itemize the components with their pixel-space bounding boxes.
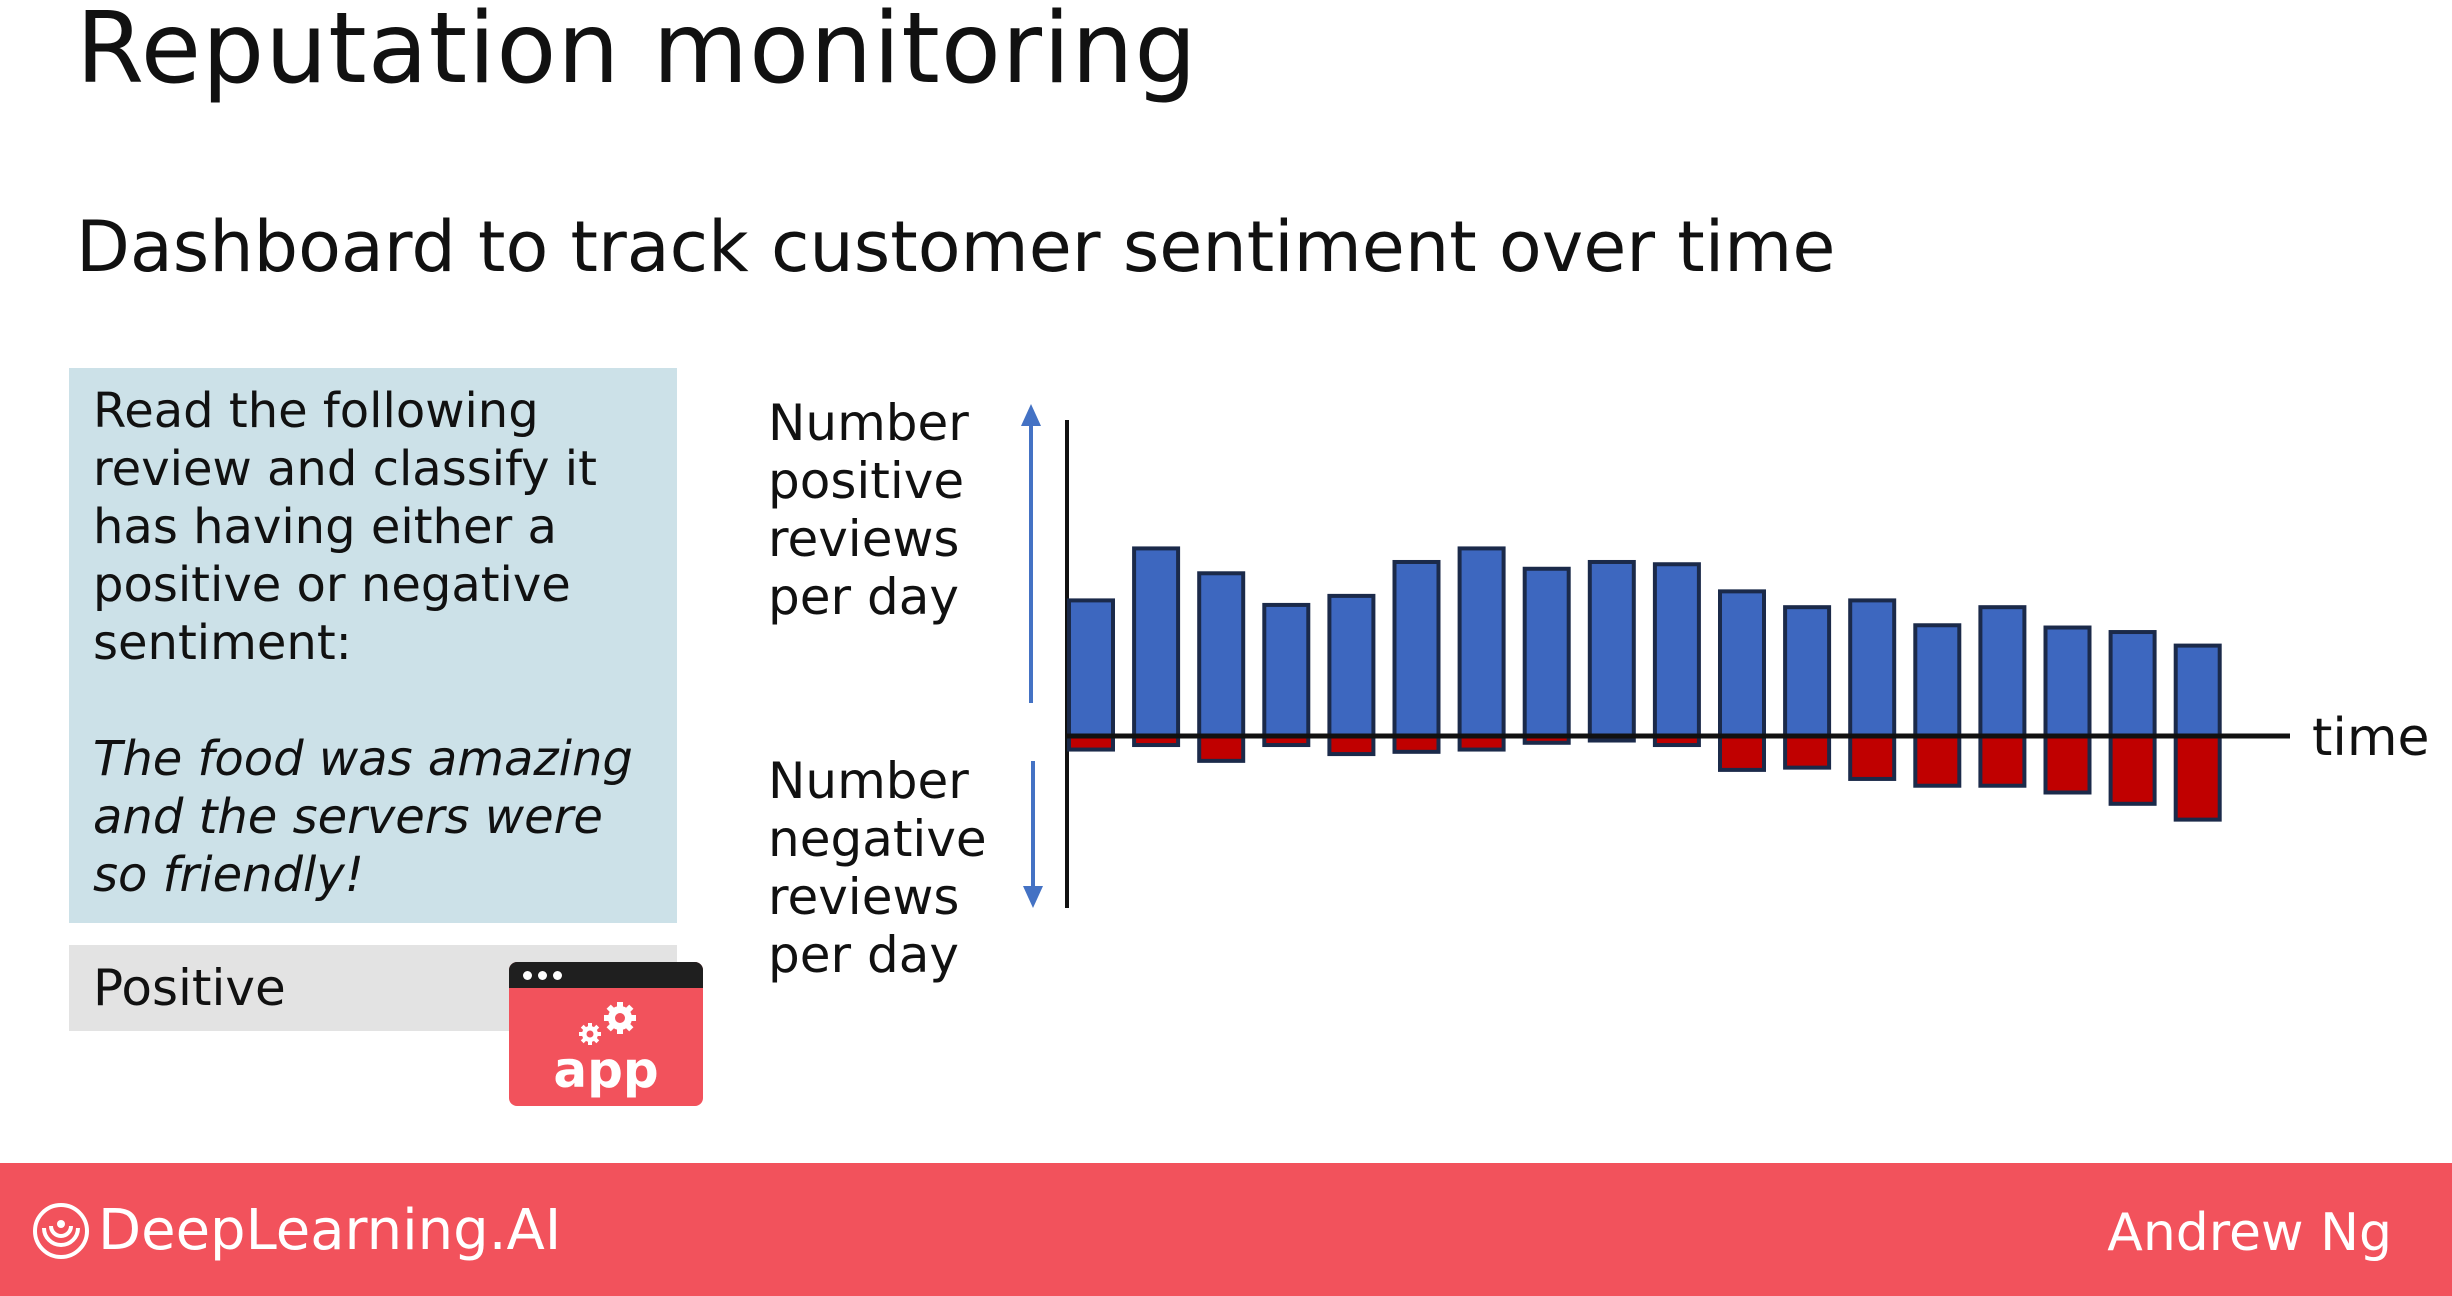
positive-bar [1132,546,1181,738]
negative-bar [1978,734,2027,788]
negative-bar [1913,734,1962,788]
prompt-instruction: Read the following review and classify i… [93,383,597,671]
positive-bar [1262,602,1311,738]
positive-bar [2173,643,2222,738]
positive-bar [2043,625,2092,739]
window-dot [523,970,532,980]
positive-bar [1522,566,1571,739]
down-arrow-icon [1023,886,1043,908]
deeplearning-logo-icon [33,1203,89,1259]
review-text: The food was amazing and the servers wer… [93,731,633,903]
author-name: Andrew Ng [2107,1203,2392,1263]
gears-icon [579,1002,636,1045]
positive-axis-label: Number positive reviews per day [768,394,969,626]
positive-bar [1978,605,2027,738]
positive-bar [1392,559,1441,738]
app-label: app [553,1041,659,1099]
slide-title: Reputation monitoring [76,0,1198,106]
positive-bar [1587,559,1636,738]
negative-bar [1197,734,1246,763]
sentiment-chart [1021,404,2290,908]
positive-bar [1783,605,1832,738]
window-dot [553,970,562,980]
negative-bar [1718,734,1766,772]
negative-axis-label: Number negative reviews per day [768,752,987,984]
positive-bar [1718,589,1766,738]
negative-bar [2108,734,2157,806]
slide-subtitle: Dashboard to track customer sentiment ov… [76,206,1836,288]
positive-bar [1913,623,1962,739]
window-dot [538,970,547,980]
up-arrow-icon [1021,404,1041,426]
app-icon: app [509,962,703,1106]
app-window-bar [509,962,703,988]
positive-bar [1848,598,1897,739]
negative-bar [1783,734,1832,770]
footer: DeepLearning.AI Andrew Ng [0,1163,2452,1296]
brand: DeepLearning.AI [32,1199,561,1263]
negative-bar [1848,734,1897,781]
negative-bar [1327,734,1376,757]
brand-name: DeepLearning.AI [98,1198,562,1263]
positive-bar [1652,562,1701,738]
positive-bar [1197,571,1246,739]
positive-bar [1067,598,1115,739]
prompt-box: Read the following review and classify i… [69,368,677,923]
time-axis-label: time [2312,708,2430,768]
sentiment-output: Positive [93,959,286,1017]
negative-bar [2173,734,2222,822]
positive-bar [2108,630,2157,738]
positive-bar [1327,593,1376,738]
positive-bar [1457,546,1506,738]
negative-bar [2043,734,2092,795]
